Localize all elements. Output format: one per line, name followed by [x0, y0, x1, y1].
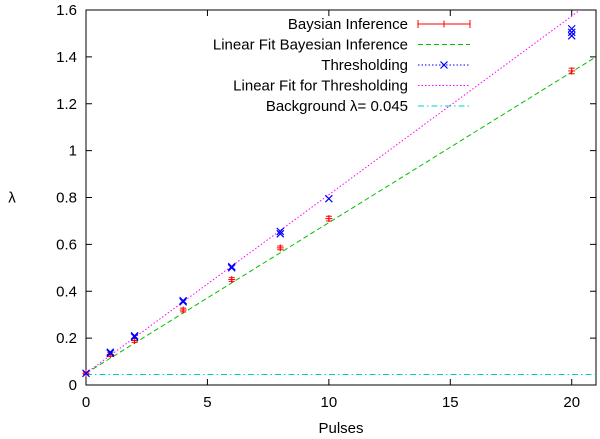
y-tick-label: 0	[69, 377, 77, 394]
x-tick-label: 20	[563, 394, 580, 411]
data-point-b	[130, 333, 139, 341]
legend-label-0: Baysian Inference	[288, 16, 408, 33]
y-tick-label: 1.2	[56, 96, 77, 113]
x-tick-label: 15	[442, 394, 459, 411]
data-point-b	[130, 331, 139, 340]
legend-label-2: Thresholding	[321, 57, 408, 74]
y-tick-label: 0.2	[56, 330, 77, 347]
x-tick-label: 5	[203, 394, 211, 411]
y-tick-label: 1.4	[56, 49, 77, 66]
data-point-b	[567, 28, 576, 37]
axis-tick-labels: 0 5 10 15 20 0 0.2 0.4 0.6 0.8 1 1.2 1.4 1.6	[56, 2, 580, 411]
x-tick-label: 10	[321, 394, 338, 411]
plot-area	[82, 10, 596, 378]
data-point-b	[227, 263, 236, 272]
data-point-b	[82, 369, 90, 378]
data-point-b	[276, 227, 285, 236]
y-tick-label: 0.4	[56, 283, 77, 300]
legend: Baysian Inference Linear Fit Bayesian Inf…	[213, 16, 471, 115]
y-tick-label: 1	[69, 143, 77, 160]
series-line-3	[86, 10, 581, 374]
data-point-b	[227, 262, 236, 271]
axis-ticks	[85, 9, 596, 386]
x-axis-label: Pulses	[318, 420, 363, 437]
data-point-b	[567, 31, 576, 40]
data-point-b	[179, 296, 188, 305]
legend-marker-2-b	[440, 61, 448, 69]
y-tick-label: 0.8	[56, 190, 77, 207]
legend-label-1: Linear Fit Bayesian Inference	[213, 37, 408, 54]
data-point-b	[276, 229, 285, 238]
y-axis-label: λ	[8, 190, 16, 207]
legend-label-3: Linear Fit for Thresholding	[233, 78, 408, 95]
series-line-1	[86, 56, 596, 374]
y-tick-label: 0.6	[56, 236, 77, 253]
x-tick-label: 0	[82, 394, 90, 411]
y-tick-label: 1.6	[56, 2, 77, 19]
data-point-b	[179, 297, 188, 306]
legend-label-4: Background λ= 0.045	[266, 98, 408, 115]
data-point-b	[106, 349, 115, 358]
data-point-b	[324, 194, 333, 203]
data-point-b	[106, 348, 115, 357]
data-point-b	[567, 24, 576, 33]
